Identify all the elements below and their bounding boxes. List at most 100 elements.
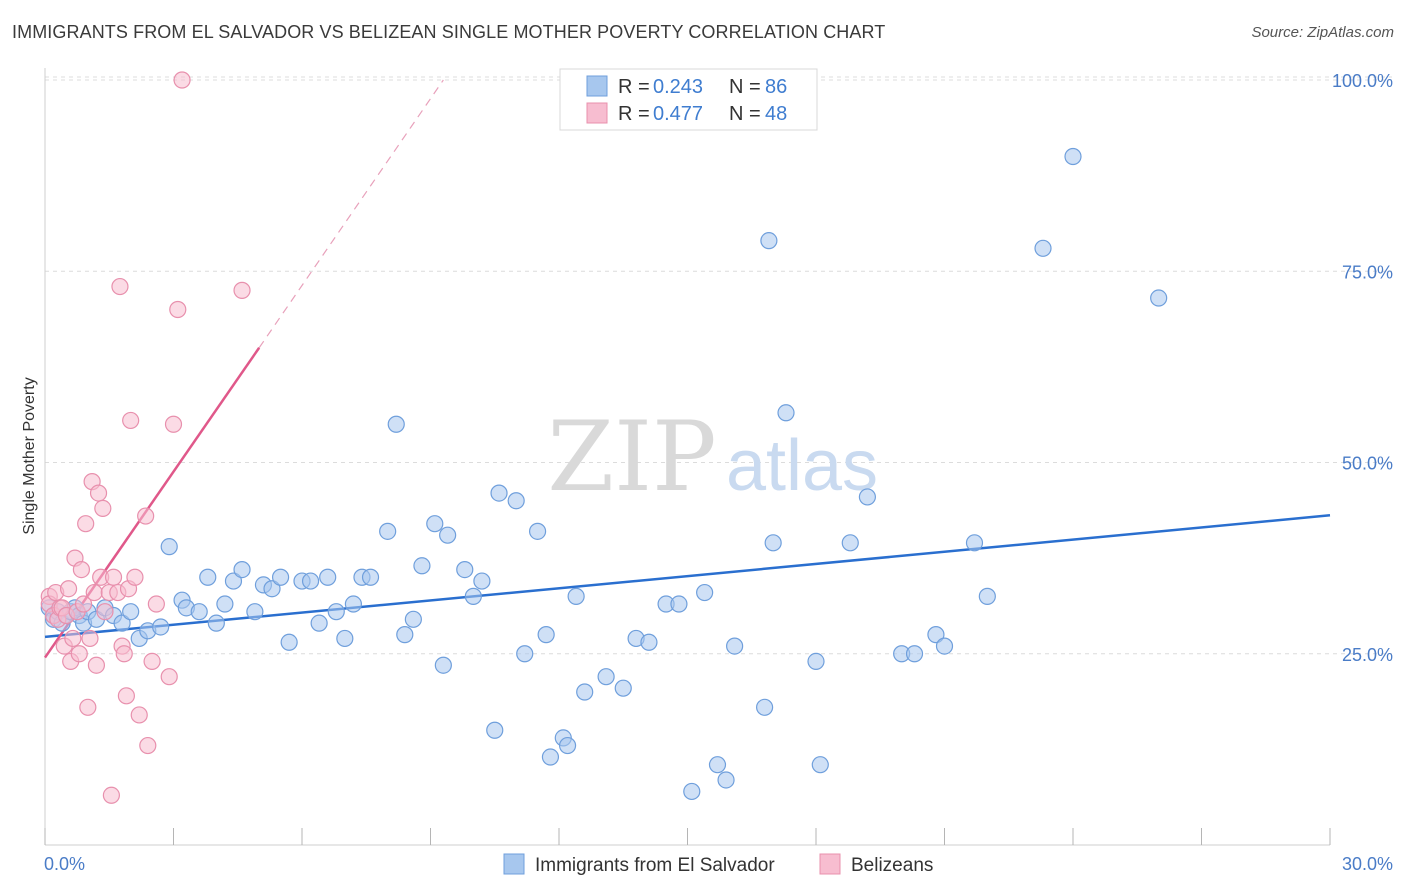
el-salvador-point-24 [207, 614, 225, 632]
el-salvador-point-55 [507, 492, 525, 510]
el-salvador-point-69 [670, 595, 688, 613]
x-tick-label-0: 0.0% [44, 854, 85, 874]
el-salvador-point-19 [160, 538, 178, 556]
belizeans-point-41 [143, 652, 161, 671]
el-salvador-point-15 [122, 603, 140, 621]
el-salvador-point-80 [811, 756, 829, 774]
legend-n-label-blue: N = [729, 76, 761, 98]
watermark-zip: ZIP [547, 401, 716, 513]
belizeans-point-46 [173, 71, 191, 89]
belizeans-point-44 [164, 415, 183, 433]
el-salvador-point-88 [978, 587, 996, 605]
legend-r-value-blue: 0.243 [653, 76, 703, 98]
el-salvador-point-34 [301, 572, 320, 590]
belizeans-point-40 [139, 736, 157, 755]
legend-n-value-pink: 48 [765, 103, 787, 125]
series-legend: Immigrants from El Salvador Belizeans [503, 853, 933, 876]
el-salvador-point-84 [905, 645, 924, 663]
el-salvador-point-32 [280, 633, 298, 651]
bottom-legend-swatch-pink [819, 853, 841, 875]
el-salvador-point-44 [396, 626, 414, 644]
belizeans-point-14 [70, 645, 88, 663]
el-salvador-point-61 [558, 736, 577, 755]
y-tick-label-2: 75.0% [1342, 262, 1393, 282]
bottom-legend-label-pink: Belizeans [851, 855, 933, 876]
belizeans-point-19 [81, 629, 99, 648]
el-salvador-point-27 [233, 560, 251, 579]
el-salvador-point-87 [965, 534, 984, 552]
el-salvador-point-64 [597, 668, 615, 686]
el-salvador-point-39 [344, 595, 362, 613]
el-salvador-point-23 [199, 568, 217, 586]
el-salvador-point-86 [935, 637, 954, 655]
belizeans-point-11 [64, 629, 82, 648]
el-salvador-point-26 [224, 572, 243, 590]
el-salvador-point-54 [490, 484, 508, 502]
el-salvador-point-41 [361, 568, 380, 586]
el-salvador-point-58 [537, 626, 555, 644]
el-salvador-point-90 [1064, 147, 1082, 166]
el-salvador-point-91 [1150, 289, 1168, 307]
el-salvador-point-42 [379, 522, 397, 540]
belizeans-point-25 [94, 499, 112, 517]
el-salvador-point-14 [113, 614, 131, 632]
belizeans-point-42 [147, 595, 165, 613]
belizeans-point-38 [130, 706, 148, 724]
belizeans-point-47 [233, 281, 251, 299]
axes [44, 68, 1331, 846]
el-salvador-point-63 [576, 683, 594, 701]
belizeans-point-17 [77, 515, 95, 533]
belizeans-point-28 [102, 786, 120, 804]
el-salvador-point-82 [858, 488, 877, 506]
legend-r-label-blue: R = [618, 76, 650, 98]
belizeans-point-43 [160, 668, 178, 686]
el-salvador-point-71 [696, 583, 714, 602]
belizeans-point-45 [169, 300, 187, 319]
el-salvador-point-47 [426, 515, 444, 533]
y-axis-label: Single Mother Poverty [21, 377, 38, 534]
belizeans-point-31 [111, 277, 129, 296]
el-salvador-point-51 [464, 587, 482, 605]
stats-legend: R = 0.243 N = 86 R = 0.477 N = 48 [559, 68, 818, 131]
el-salvador-point-18 [152, 618, 170, 636]
el-salvador-point-31 [271, 568, 290, 586]
legend-swatch-pink [586, 102, 608, 124]
el-salvador-point-37 [327, 603, 345, 621]
el-salvador-point-49 [439, 526, 457, 544]
y-tick-label-1: 50.0% [1342, 454, 1393, 474]
belizeans-point-29 [104, 568, 123, 586]
el-salvador-point-77 [764, 534, 782, 552]
el-salvador-point-85 [927, 626, 945, 644]
el-salvador-point-76 [760, 232, 778, 250]
legend-n-value-blue: 86 [765, 76, 787, 98]
belizeans-point-21 [85, 583, 103, 602]
y-tick-labels: 25.0% 50.0% 75.0% 100.0% [1332, 71, 1393, 665]
series-belizeans-points [40, 71, 251, 804]
el-salvador-point-28 [246, 603, 264, 621]
belizeans-point-23 [89, 484, 108, 502]
el-salvador-point-36 [319, 568, 337, 586]
x-tick-label-1: 30.0% [1342, 854, 1393, 874]
watermark-atlas: atlas [726, 426, 878, 506]
belizeans-point-26 [96, 603, 114, 621]
el-salvador-point-59 [541, 748, 560, 766]
el-salvador-point-65 [614, 679, 632, 697]
belizeans-point-16 [74, 595, 93, 613]
el-salvador-point-38 [336, 629, 354, 648]
el-salvador-point-56 [516, 645, 534, 663]
belizeans-point-36 [122, 411, 140, 430]
el-salvador-point-74 [726, 637, 744, 655]
el-salvador-point-70 [683, 782, 701, 801]
el-salvador-point-52 [473, 572, 491, 590]
el-salvador-point-22 [190, 603, 208, 621]
el-salvador-point-81 [841, 534, 859, 552]
el-salvador-point-46 [413, 557, 431, 575]
el-salvador-point-72 [708, 756, 727, 774]
chart-title: IMMIGRANTS FROM EL SALVADOR VS BELIZEAN … [12, 22, 886, 42]
legend-r-label-pink: R = [618, 103, 650, 125]
legend-swatch-blue [586, 75, 608, 97]
el-salvador-point-67 [640, 633, 658, 651]
y-tick-label-3: 100.0% [1332, 71, 1393, 91]
el-salvador-point-25 [216, 595, 234, 613]
